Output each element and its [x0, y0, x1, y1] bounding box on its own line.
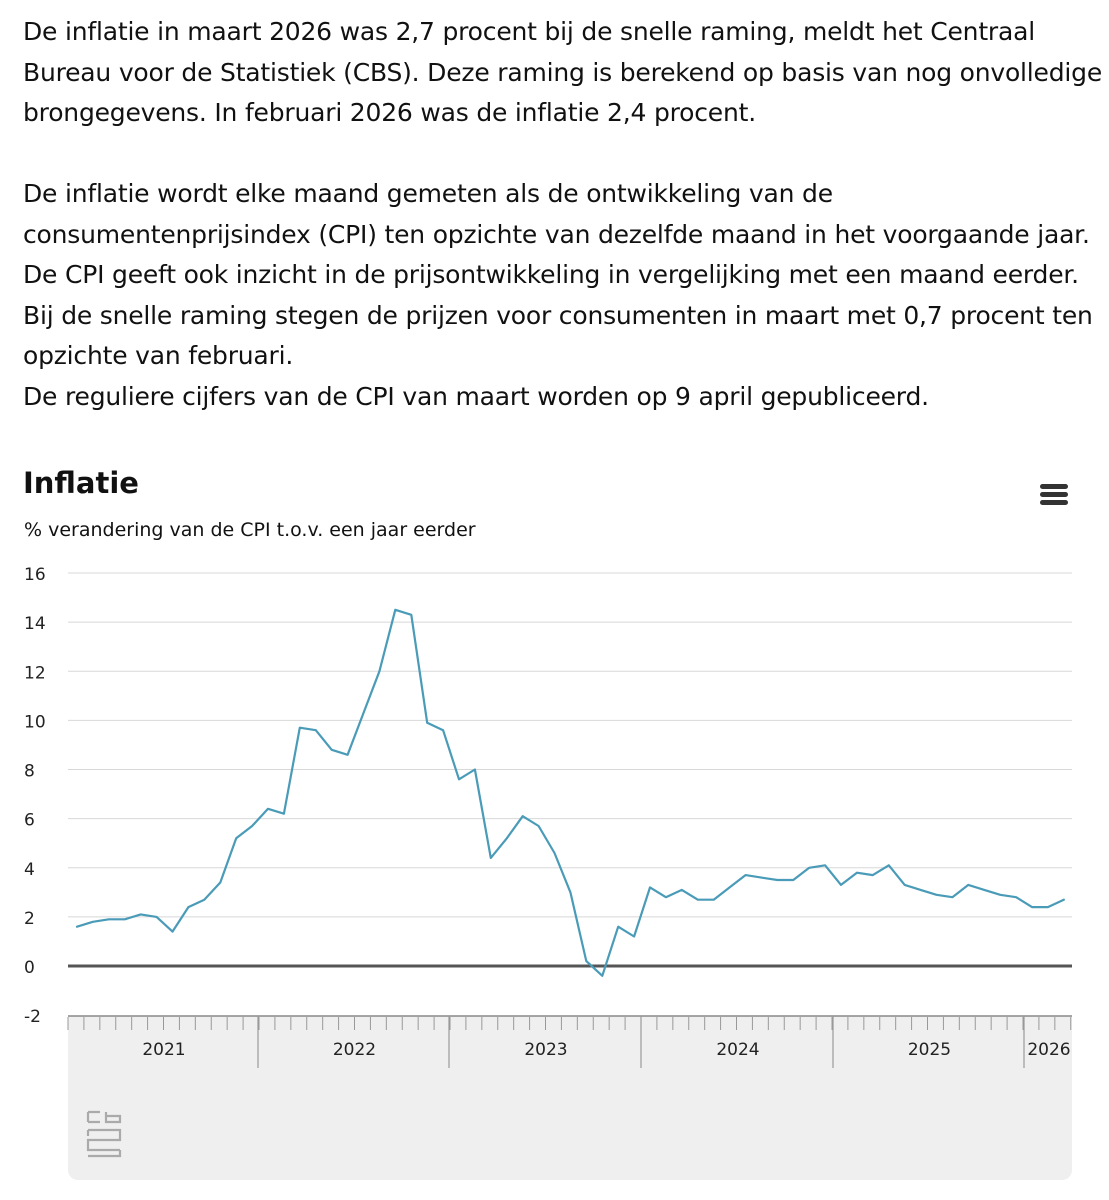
- x-year-label: 2021: [142, 1040, 185, 1060]
- x-year-label: 2026: [1027, 1040, 1070, 1060]
- y-tick-label: 10: [24, 712, 46, 732]
- y-tick-label: 6: [24, 811, 35, 831]
- cbs-logo-icon: [86, 1110, 122, 1158]
- navigator-background: [68, 1016, 1072, 1180]
- hamburger-menu-icon-bar: [1040, 492, 1068, 497]
- chart-subtitle: % verandering van de CPI t.o.v. een jaar…: [24, 519, 476, 541]
- y-tick-label: 4: [24, 860, 35, 880]
- y-tick-label: -2: [24, 1007, 41, 1027]
- x-year-label: 2023: [524, 1040, 567, 1060]
- x-year-label: 2025: [908, 1040, 951, 1060]
- chart-menu-button[interactable]: [1038, 484, 1070, 512]
- article-paragraph-3: De reguliere cijfers van de CPI van maar…: [23, 382, 929, 411]
- y-tick-label: 12: [24, 663, 46, 683]
- inflation-series-line: [75, 608, 1065, 977]
- x-year-label: 2024: [716, 1040, 759, 1060]
- y-tick-label: 0: [24, 958, 35, 978]
- hamburger-menu-icon: [1040, 484, 1068, 489]
- chart-title: Inflatie: [23, 466, 139, 500]
- navigator-top: [68, 1016, 1072, 1036]
- y-tick-label: 2: [24, 909, 35, 929]
- x-year-label: 2022: [333, 1040, 376, 1060]
- y-tick-label: 16: [24, 565, 46, 585]
- article-paragraph-2: De inflatie wordt elke maand gemeten als…: [23, 179, 1093, 370]
- hamburger-menu-icon-bar: [1040, 500, 1068, 505]
- y-tick-label: 8: [24, 762, 35, 782]
- inflation-line-chart: -2 0 2 4 6 8 10 12 14 16 2021 2022 2023 2024 2025 2026: [24, 565, 1072, 1180]
- article-paragraph-1: De inflatie in maart 2026 was 2,7 procen…: [23, 17, 1102, 127]
- y-tick-label: 14: [24, 614, 46, 634]
